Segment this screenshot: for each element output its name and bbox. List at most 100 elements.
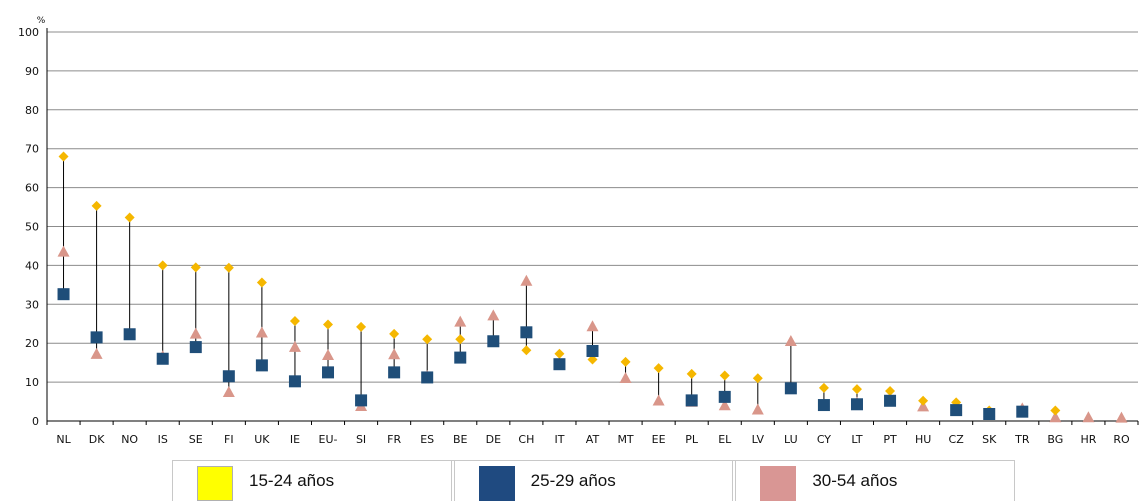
marker-25-29-pl — [685, 394, 698, 407]
legend-item-15-24: 15-24 años — [172, 461, 452, 501]
x-tick-label-nl: NL — [56, 433, 71, 446]
x-tick-label-tr: TR — [1014, 433, 1030, 446]
y-tick-label-60: 60 — [25, 182, 39, 195]
legend-label-30-54: 30-54 años — [812, 471, 898, 490]
marker-30-54-eu — [322, 349, 335, 361]
marker-15-24-nl — [58, 151, 69, 162]
marker-15-24-eu — [323, 319, 334, 330]
marker-30-54-ch — [520, 274, 533, 286]
marker-30-54-at — [586, 320, 599, 332]
marker-25-29-eu — [322, 366, 335, 379]
x-tick-label-si: SI — [356, 433, 366, 446]
marker-30-54-dk — [90, 347, 103, 359]
marker-15-24-se — [190, 262, 201, 273]
x-tick-label-sk: SK — [982, 433, 997, 446]
marker-15-24-el — [719, 370, 730, 381]
x-tick-label-se: SE — [189, 433, 203, 446]
marker-30-54-bg — [1049, 411, 1062, 423]
chart-container: 0 10 20 30 40 50 60 70 80 90 100% NL DK NO IS SE FI UK IE E… — [18, 16, 1139, 446]
x-tick-label-lt: LT — [851, 433, 863, 446]
y-tick-label-100: 100 — [18, 26, 39, 39]
x-tick-label-es: ES — [420, 433, 434, 446]
legend-label-15-24: 15-24 años — [249, 471, 335, 490]
marker-25-29-is — [156, 352, 169, 365]
legend-item-25-29: 25-29 años — [453, 461, 734, 501]
x-tick-label-pl: PL — [685, 433, 699, 446]
x-tick-label-ro: RO — [1113, 433, 1130, 446]
marker-15-24-hu — [918, 395, 929, 406]
marker-30-54-fr — [388, 348, 401, 360]
y-tick-label-20: 20 — [25, 337, 39, 350]
marker-15-24-ch — [521, 345, 532, 356]
marker-30-54-nl — [57, 245, 70, 257]
y-tick-label-70: 70 — [25, 143, 39, 156]
marker-25-29-de — [487, 335, 500, 348]
marker-25-29-no — [123, 328, 136, 341]
marker-15-24-pl — [686, 368, 697, 379]
marker-30-54-mt — [619, 371, 632, 383]
x-tick-label-el: EL — [718, 433, 732, 446]
marker-15-24-uk — [256, 277, 267, 288]
marker-30-54-uk — [255, 326, 268, 338]
y-tick-label-0: 0 — [32, 415, 39, 428]
marker-25-29-be — [454, 351, 467, 364]
x-tick-label-hu: HU — [915, 433, 931, 446]
marker-30-54-ee — [652, 394, 665, 406]
marker-25-29-cy — [817, 399, 830, 412]
marker-30-54-fi — [222, 385, 235, 397]
marker-30-54-ie — [288, 340, 301, 352]
marker-15-24-at — [587, 354, 598, 365]
marker-25-29-es — [421, 371, 434, 384]
x-tick-label-cz: CZ — [949, 433, 965, 446]
legend-swatch-15-24 — [197, 466, 233, 501]
marker-25-29-lu — [784, 382, 797, 395]
marker-25-29-ch — [520, 326, 533, 339]
marker-30-54-se — [189, 327, 202, 339]
marker-30-54-el — [718, 399, 731, 411]
legend-label-25-29: 25-29 años — [530, 471, 616, 490]
marker-25-29-it — [553, 358, 566, 371]
marker-15-24-bg — [1050, 405, 1061, 416]
marker-15-24-lv — [752, 373, 763, 384]
x-tick-label-lu: LU — [784, 433, 798, 446]
x-tick-label-no: NO — [121, 433, 138, 446]
marker-15-24-dk — [91, 200, 102, 211]
marker-25-29-ie — [288, 375, 301, 388]
x-tick-label-eu: EU- — [319, 433, 338, 446]
marker-15-24-ee — [653, 363, 664, 374]
marker-30-54-lu — [784, 335, 797, 347]
chart-svg: 0 10 20 30 40 50 60 70 80 90 100% NL DK NO IS SE FI UK IE E… — [18, 16, 1139, 446]
marker-25-29-si — [355, 394, 368, 407]
marker-25-29-nl — [57, 288, 70, 301]
x-tick-label-de: DE — [486, 433, 501, 446]
y-tick-label-90: 90 — [25, 65, 39, 78]
x-tick-label-it: IT — [554, 433, 564, 446]
marker-15-24-is — [157, 260, 168, 271]
marker-25-29-at — [586, 344, 599, 357]
y-tick-label-50: 50 — [25, 221, 39, 234]
x-tick-label-lv: LV — [752, 433, 765, 446]
y-tick-label-40: 40 — [25, 259, 39, 272]
x-tick-label-is: IS — [158, 433, 168, 446]
marker-25-29-pt — [884, 394, 897, 407]
marker-15-24-it — [554, 348, 565, 359]
x-tick-label-fi: FI — [224, 433, 234, 446]
marker-25-29-cz — [950, 404, 963, 417]
marker-15-24-ie — [289, 316, 300, 327]
marker-15-24-si — [356, 321, 367, 332]
marker-15-24-mt — [620, 356, 631, 367]
marker-15-24-cy — [818, 382, 829, 393]
x-tick-label-cy: CY — [817, 433, 831, 446]
marker-25-29-tr — [1016, 405, 1029, 418]
x-tick-label-hr: HR — [1080, 433, 1096, 446]
x-tick-label-ie: IE — [290, 433, 300, 446]
x-tick-label-be: BE — [453, 433, 468, 446]
marker-30-54-de — [487, 309, 500, 321]
marker-25-29-fr — [388, 366, 401, 379]
legend-swatch-30-54 — [760, 466, 797, 501]
y-tick-label-30: 30 — [25, 298, 39, 311]
marker-15-24-be — [455, 334, 466, 345]
marker-25-29-uk — [255, 359, 268, 372]
marker-30-54-hr — [1082, 411, 1095, 423]
marker-25-29-se — [189, 341, 202, 354]
